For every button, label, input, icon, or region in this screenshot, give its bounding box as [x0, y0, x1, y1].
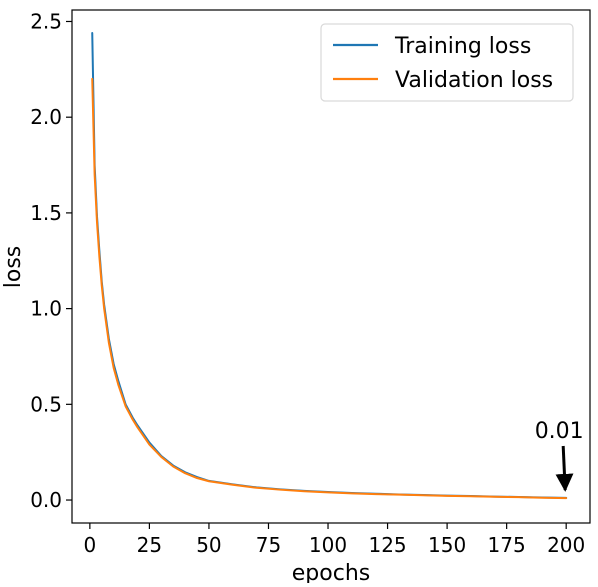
x-tick-label: 125 — [368, 533, 406, 557]
y-tick-label: 2.5 — [30, 9, 62, 33]
validation-loss-line — [91, 77, 568, 500]
legend-box — [320, 23, 574, 102]
y-tick-label: 1.5 — [30, 201, 62, 225]
x-tick-label: 50 — [196, 533, 221, 557]
x-axis-label: epochs — [292, 561, 370, 583]
y-tick-label: 0.0 — [30, 488, 62, 512]
y-tick-label: 1.0 — [30, 297, 62, 321]
x-tick-label: 75 — [256, 533, 281, 557]
x-tick-label: 200 — [547, 533, 585, 557]
annotation-arrow — [555, 445, 574, 492]
x-tick-label: 175 — [488, 533, 526, 557]
legend-training-label: Training loss — [394, 34, 531, 59]
x-tick-label: 150 — [428, 533, 466, 557]
series-layer — [91, 31, 568, 500]
x-tick-label: 0 — [83, 533, 96, 557]
y-axis: 0.0 0.5 1.0 1.5 2.0 2.5 — [30, 9, 72, 512]
annotation-label: 0.01 — [535, 419, 584, 444]
y-tick-label: 2.0 — [30, 105, 62, 129]
y-axis-label: loss — [1, 246, 26, 289]
x-tick-label: 100 — [309, 533, 347, 557]
legend: Training loss Validation loss — [320, 23, 574, 102]
x-axis: 0 25 50 75 100 125 150 175 200 — [83, 523, 585, 557]
y-tick-label: 0.5 — [30, 392, 62, 416]
annotation-layer: 0.01 — [535, 419, 584, 492]
legend-validation-label: Validation loss — [395, 68, 553, 93]
x-tick-label: 25 — [137, 533, 162, 557]
